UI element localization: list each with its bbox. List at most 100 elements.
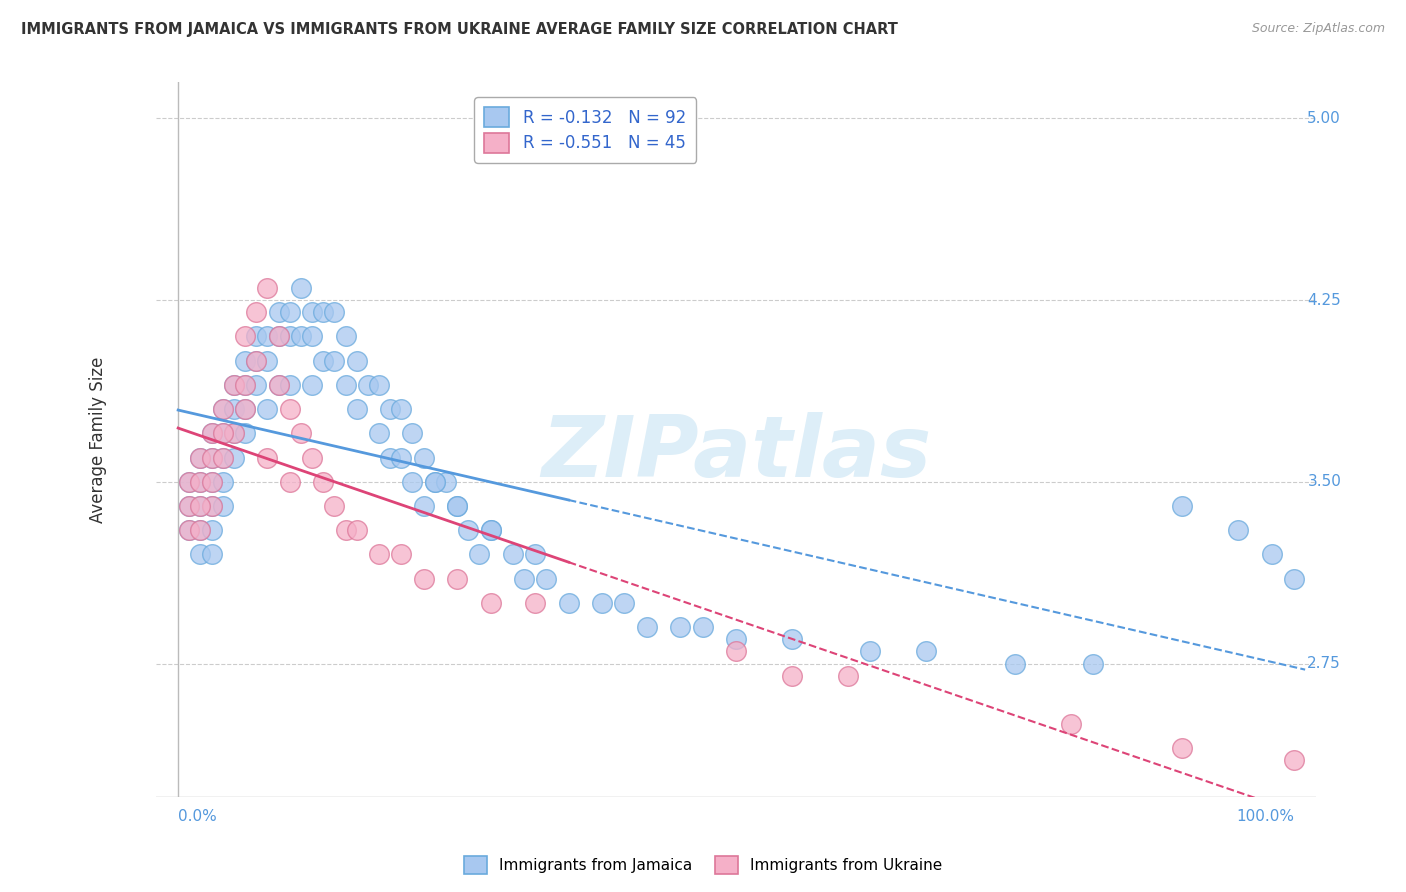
Text: 0.0%: 0.0%: [179, 809, 217, 824]
Point: [233, 377, 256, 392]
Point: [468, 548, 491, 562]
Point: [434, 475, 457, 489]
Point: [211, 450, 233, 465]
Point: [245, 353, 267, 368]
Text: Average Family Size: Average Family Size: [89, 356, 107, 523]
Point: [267, 329, 290, 343]
Text: 100.0%: 100.0%: [1236, 809, 1294, 824]
Point: [368, 377, 391, 392]
Legend: R = -0.132   N = 92, R = -0.551   N = 45: R = -0.132 N = 92, R = -0.551 N = 45: [474, 97, 696, 162]
Point: [190, 523, 212, 537]
Point: [278, 402, 301, 417]
Point: [211, 402, 233, 417]
Point: [233, 377, 256, 392]
Point: [389, 548, 412, 562]
Point: [1060, 717, 1083, 731]
Point: [201, 499, 224, 513]
Point: [211, 475, 233, 489]
Point: [479, 596, 502, 610]
Point: [423, 475, 446, 489]
Point: [524, 596, 547, 610]
Point: [245, 353, 267, 368]
Point: [190, 499, 212, 513]
Point: [278, 329, 301, 343]
Point: [636, 620, 658, 634]
Point: [190, 450, 212, 465]
Point: [211, 426, 233, 441]
Point: [1282, 572, 1305, 586]
Point: [233, 353, 256, 368]
Point: [201, 475, 224, 489]
Point: [524, 548, 547, 562]
Point: [725, 644, 748, 658]
Point: [190, 450, 212, 465]
Text: 3.50: 3.50: [1308, 475, 1341, 490]
Point: [346, 523, 368, 537]
Point: [256, 281, 278, 295]
Point: [368, 426, 391, 441]
Point: [669, 620, 692, 634]
Point: [301, 329, 323, 343]
Point: [401, 426, 423, 441]
Point: [222, 426, 245, 441]
Point: [245, 305, 267, 319]
Point: [457, 523, 479, 537]
Point: [346, 353, 368, 368]
Point: [446, 499, 468, 513]
Point: [412, 572, 434, 586]
Point: [312, 305, 335, 319]
Point: [368, 548, 391, 562]
Point: [267, 305, 290, 319]
Legend: Immigrants from Jamaica, Immigrants from Ukraine: Immigrants from Jamaica, Immigrants from…: [457, 850, 949, 880]
Point: [1004, 657, 1026, 671]
Point: [312, 353, 335, 368]
Point: [312, 475, 335, 489]
Point: [201, 450, 224, 465]
Point: [290, 329, 312, 343]
Point: [1171, 499, 1194, 513]
Point: [201, 499, 224, 513]
Point: [222, 377, 245, 392]
Text: Source: ZipAtlas.com: Source: ZipAtlas.com: [1251, 22, 1385, 36]
Point: [190, 499, 212, 513]
Point: [378, 450, 401, 465]
Point: [346, 402, 368, 417]
Point: [179, 475, 201, 489]
Point: [301, 377, 323, 392]
Point: [613, 596, 636, 610]
Point: [412, 450, 434, 465]
Point: [290, 281, 312, 295]
Point: [389, 402, 412, 417]
Point: [692, 620, 714, 634]
Point: [190, 475, 212, 489]
Text: 5.00: 5.00: [1308, 111, 1341, 126]
Point: [179, 523, 201, 537]
Point: [1260, 548, 1282, 562]
Point: [278, 377, 301, 392]
Point: [233, 402, 256, 417]
Point: [780, 668, 803, 682]
Point: [179, 475, 201, 489]
Point: [412, 499, 434, 513]
Point: [201, 523, 224, 537]
Point: [837, 668, 859, 682]
Point: [190, 523, 212, 537]
Text: 2.75: 2.75: [1308, 656, 1341, 671]
Point: [423, 475, 446, 489]
Point: [233, 329, 256, 343]
Point: [256, 353, 278, 368]
Point: [335, 377, 357, 392]
Point: [190, 548, 212, 562]
Point: [222, 450, 245, 465]
Point: [245, 377, 267, 392]
Point: [179, 523, 201, 537]
Point: [301, 305, 323, 319]
Point: [357, 377, 380, 392]
Point: [1171, 741, 1194, 756]
Text: 4.25: 4.25: [1308, 293, 1341, 308]
Point: [201, 426, 224, 441]
Point: [780, 632, 803, 647]
Point: [335, 329, 357, 343]
Point: [1227, 523, 1250, 537]
Point: [211, 499, 233, 513]
